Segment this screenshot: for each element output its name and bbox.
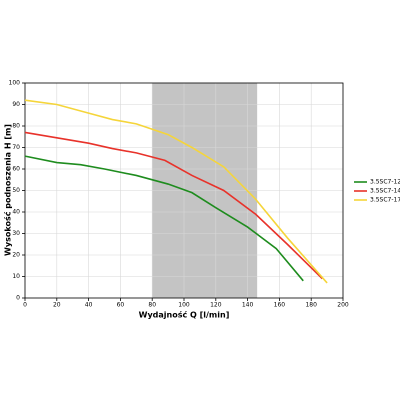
plot-frame bbox=[24, 82, 344, 299]
y-tick-label: 50 bbox=[12, 187, 20, 194]
y-tick-label: 10 bbox=[12, 273, 20, 280]
y-tick-label: 70 bbox=[12, 144, 20, 151]
series-line bbox=[24, 99, 328, 284]
x-tick-label: 180 bbox=[305, 302, 317, 309]
legend-label: 3.5SC7-17 bbox=[370, 197, 400, 204]
x-axis-title: Wydajność Q [l/min] bbox=[139, 310, 230, 320]
x-tick-label: 160 bbox=[274, 302, 286, 309]
x-tick-label: 40 bbox=[85, 302, 93, 309]
y-tick-label: 0 bbox=[16, 295, 20, 302]
x-tick-label: 80 bbox=[148, 302, 156, 309]
x-tick-label: 0 bbox=[23, 302, 27, 309]
x-tick-label: 140 bbox=[242, 302, 254, 309]
y-tick-label: 40 bbox=[12, 209, 20, 216]
y-tick-label: 20 bbox=[12, 252, 20, 259]
y-tick-label: 30 bbox=[12, 230, 20, 237]
x-tick-label: 60 bbox=[117, 302, 125, 309]
x-tick-label: 120 bbox=[210, 302, 222, 309]
y-tick-label: 80 bbox=[12, 123, 20, 130]
legend-label: 3.5SC7-12 bbox=[370, 179, 400, 186]
legend-label: 3.5SC7-14 bbox=[370, 188, 400, 195]
y-tick-label: 100 bbox=[9, 80, 21, 87]
x-tick-label: 200 bbox=[337, 302, 349, 309]
series-line bbox=[24, 155, 304, 282]
series-line bbox=[24, 131, 323, 280]
x-tick-label: 100 bbox=[178, 302, 190, 309]
x-tick-label: 20 bbox=[53, 302, 61, 309]
y-tick-label: 60 bbox=[12, 166, 20, 173]
y-tick-label: 90 bbox=[12, 101, 20, 108]
y-axis-title: Wysokość podnoszenia H [m] bbox=[3, 124, 13, 256]
